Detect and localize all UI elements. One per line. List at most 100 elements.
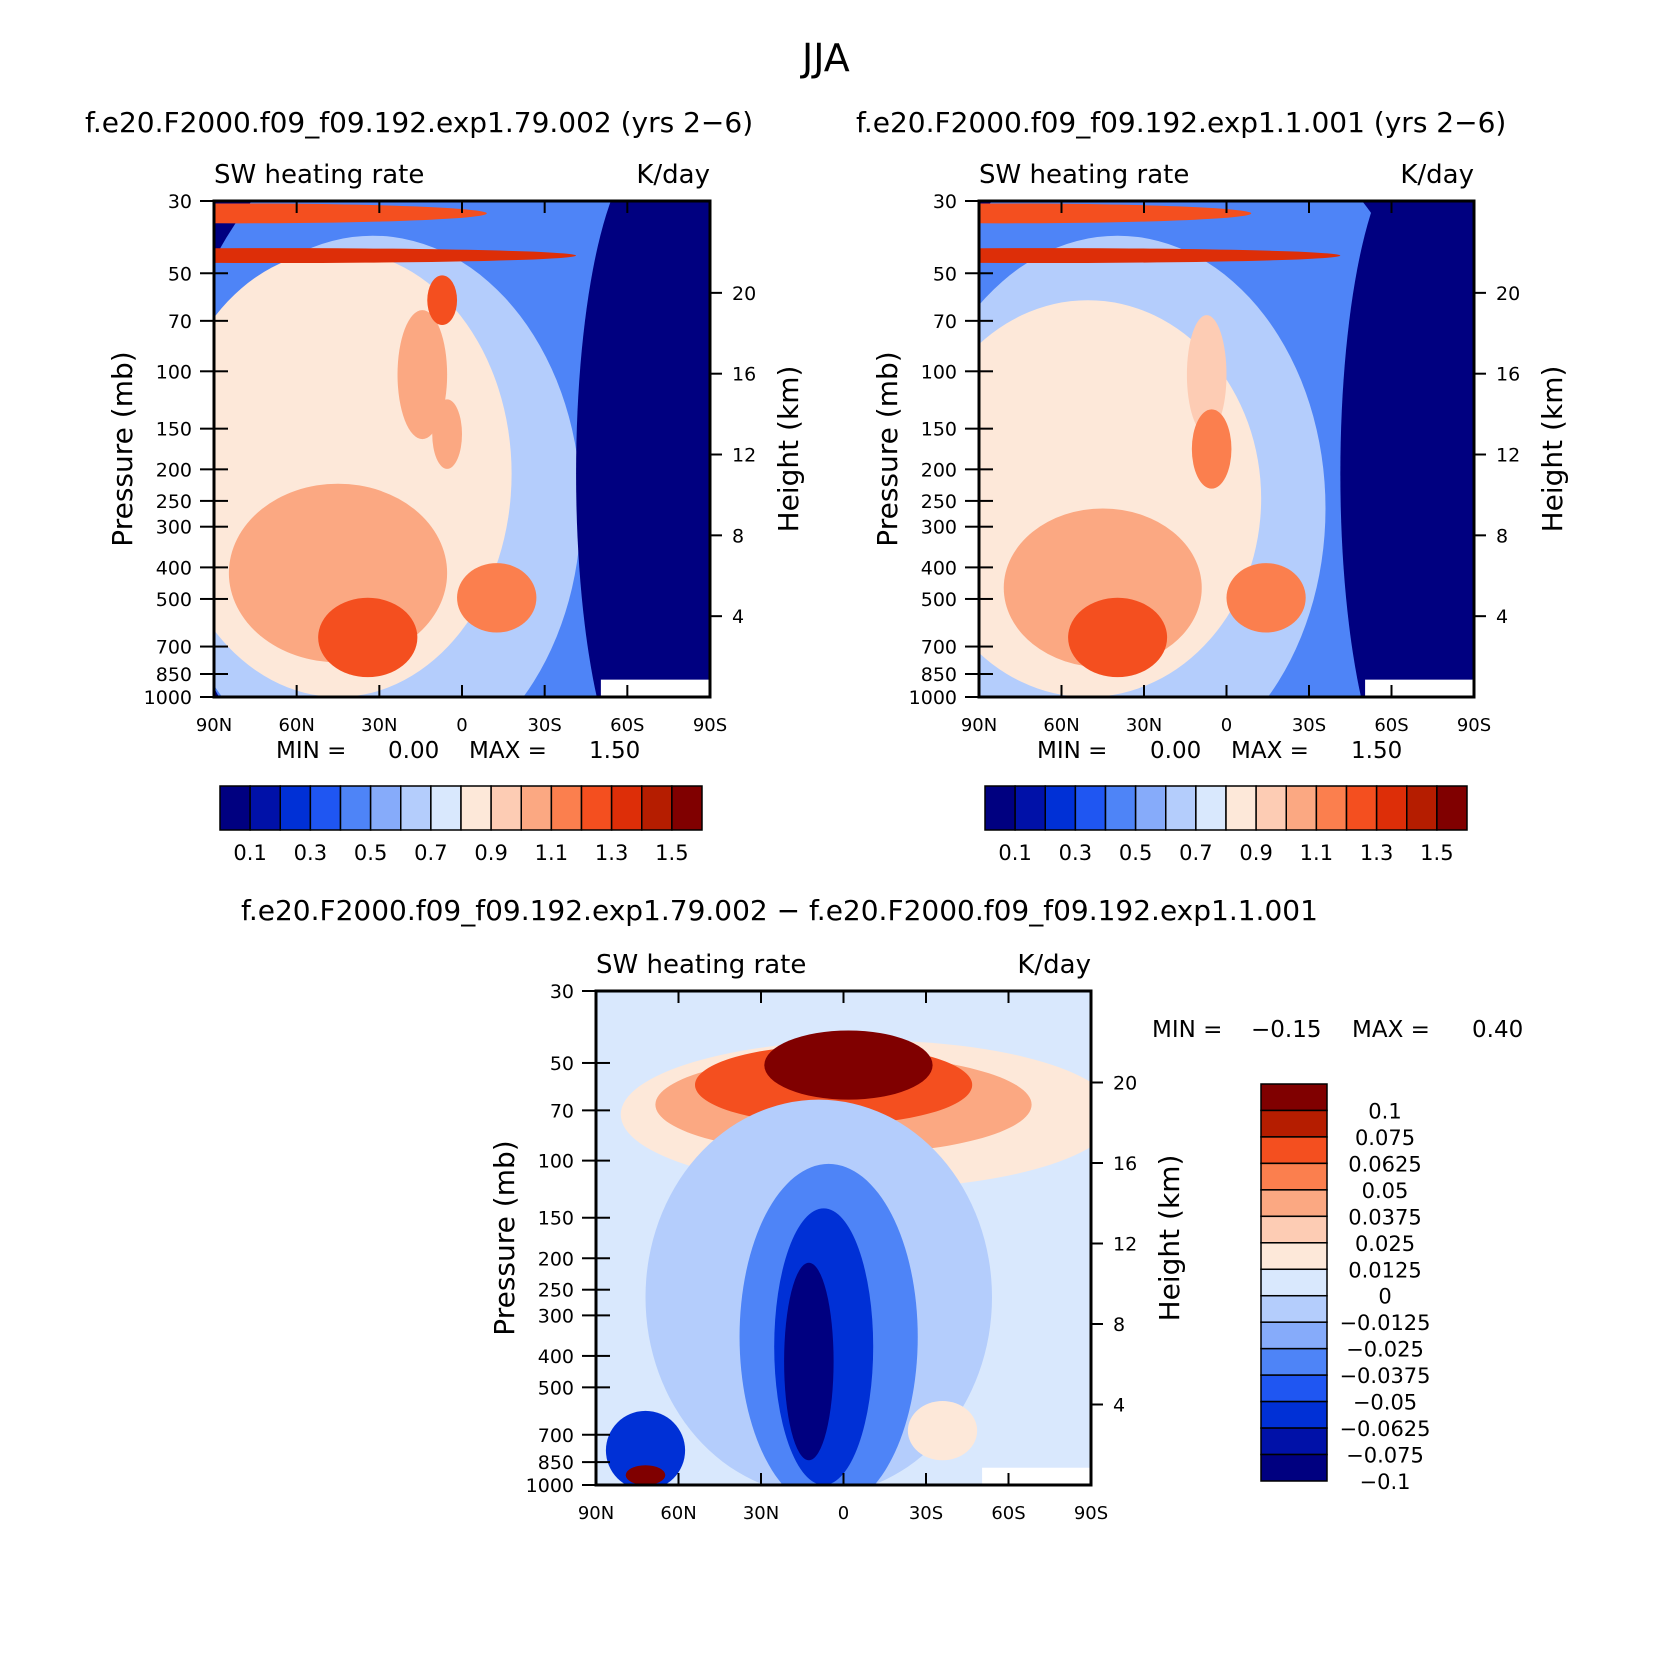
y-tick-label: 700	[921, 637, 957, 659]
panel1-run-title: f.e20.F2000.f09_f09.192.exp1.79.002 (yrs…	[85, 106, 754, 139]
colorbar-swatch	[1260, 1136, 1328, 1165]
colorbar-swatch	[1345, 785, 1378, 831]
colorbar-swatch	[279, 785, 312, 831]
colorbar-swatch	[671, 785, 703, 831]
colorbar-label: 0.9	[1239, 841, 1272, 865]
x-tick-label: 30N	[361, 715, 397, 736]
y2-tick-label: 8	[1496, 525, 1508, 547]
contour-region	[979, 203, 1252, 224]
x-tick-label: 90S	[1457, 715, 1491, 736]
x-tick-label: 60S	[610, 715, 644, 736]
colorbar-label: 0.1	[233, 841, 266, 865]
colorbar-swatch	[1260, 1162, 1328, 1191]
colorbar-label: 0.7	[414, 841, 447, 865]
panel1-min-value: 0.00	[388, 738, 440, 764]
contour-region	[1226, 563, 1306, 633]
colorbar-swatch	[984, 785, 1016, 831]
units-label: K/day	[636, 160, 710, 190]
y-tick-label: 100	[921, 361, 957, 383]
colorbar-swatch	[580, 785, 613, 831]
colorbar-label: 0.1	[998, 841, 1031, 865]
colorbar-swatch	[1260, 1453, 1328, 1482]
panel2-min-label: MIN =	[1037, 738, 1108, 764]
x-tick-label: 0	[456, 715, 467, 736]
contour-region	[318, 597, 418, 678]
colorbar-swatch	[460, 785, 492, 831]
plot-area-2: 90N 60N 30N 0 30S 60S 90S 30 50 70 100 150 200 250 300…	[488, 950, 1186, 1524]
contour-region	[907, 1401, 978, 1461]
y-tick-label: 200	[921, 459, 957, 481]
difference-run-title: f.e20.F2000.f09_f09.192.exp1.79.002 − f.…	[241, 894, 1318, 927]
diff-max-value: 0.40	[1472, 1017, 1524, 1043]
colorbar-swatch	[1260, 1268, 1328, 1297]
figure-season-title: JJA	[802, 36, 850, 80]
y2-tick-label: 12	[1496, 445, 1520, 467]
contour-region	[784, 1262, 834, 1461]
colorbar-swatch	[369, 785, 402, 831]
contour-region	[764, 1030, 933, 1100]
contour-fill-0	[214, 201, 710, 697]
x-tick-label: 90N	[961, 715, 997, 736]
x-tick-label: 90S	[1074, 1503, 1108, 1524]
y-tick-label: 150	[538, 1208, 574, 1230]
y-axis-label: Pressure (mb)	[488, 1140, 521, 1335]
y-tick-label: 300	[538, 1305, 574, 1327]
units-label: K/day	[1400, 160, 1474, 190]
colorbar-group-2: 0.10.0750.06250.050.03750.0250.01250−0.0…	[1260, 1083, 1431, 1494]
contour-region	[214, 203, 487, 224]
panel1-max-value: 1.50	[589, 738, 641, 764]
colorbar-swatch	[309, 785, 342, 831]
y-tick-label: 400	[538, 1346, 574, 1368]
y2-tick-label: 16	[1113, 1153, 1137, 1175]
colorbar-swatch	[1195, 785, 1227, 831]
y-tick-label: 250	[921, 491, 957, 513]
colorbar-swatch	[1285, 785, 1318, 831]
colorbar-swatch	[1260, 1321, 1328, 1350]
y-tick-label: 100	[156, 361, 192, 383]
contour-region	[1186, 315, 1227, 435]
y2-tick-label: 12	[1113, 1233, 1137, 1255]
colorbar-swatch	[219, 785, 251, 831]
colorbar-label: 1.1	[535, 841, 568, 865]
colorbar-label: 1.5	[655, 841, 688, 865]
colorbar-label: 0.0125	[1348, 1258, 1421, 1282]
contour-region	[397, 310, 448, 440]
colorbar-label: 0	[1378, 1285, 1391, 1309]
colorbar-label: 0.025	[1355, 1232, 1415, 1256]
y-tick-label: 200	[538, 1248, 574, 1270]
x-tick-label: 30S	[909, 1503, 943, 1524]
y-tick-label: 30	[550, 981, 574, 1003]
colorbar-swatch	[1260, 1189, 1328, 1218]
x-tick-label: 90S	[693, 715, 727, 736]
panel2-max-label: MAX =	[1231, 738, 1309, 764]
y-tick-label: 30	[168, 191, 192, 213]
y-tick-label: 70	[168, 311, 192, 333]
colorbar-swatch	[1165, 785, 1197, 831]
colorbar-label: 0.5	[354, 841, 387, 865]
panel2-max-value: 1.50	[1351, 738, 1403, 764]
y2-tick-label: 20	[732, 283, 756, 305]
y-tick-label: 100	[538, 1151, 574, 1173]
y-tick-label: 50	[168, 263, 192, 285]
colorbar-swatch	[550, 785, 583, 831]
y-tick-label: 200	[156, 459, 192, 481]
panel2-min-value: 0.00	[1150, 738, 1202, 764]
x-tick-label: 30N	[743, 1503, 779, 1524]
y-tick-label: 1000	[526, 1475, 574, 1497]
colorbar-group-1: 0.1 0.3 0.5 0.7 0.9 1.1 1.3 1.5	[984, 785, 1468, 865]
y-tick-label: 500	[921, 589, 957, 611]
y-tick-label: 30	[933, 191, 957, 213]
y2-tick-label: 20	[1496, 283, 1520, 305]
y2-axis-label: Height (km)	[772, 366, 805, 533]
panel1-min-label: MIN =	[276, 738, 347, 764]
panel2-run-title: f.e20.F2000.f09_f09.192.exp1.1.001 (yrs …	[856, 106, 1507, 139]
y-tick-label: 500	[156, 589, 192, 611]
contour-region	[1068, 597, 1168, 678]
y-tick-label: 850	[156, 664, 192, 686]
y-tick-label: 1000	[909, 687, 957, 709]
